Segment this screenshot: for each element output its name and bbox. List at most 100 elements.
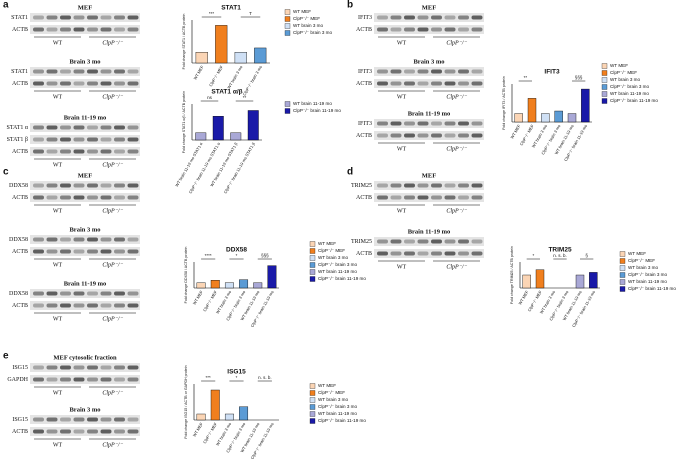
blot-band [127, 429, 139, 434]
blot-row-label: ACTB [356, 27, 372, 33]
blot-band [60, 291, 71, 296]
blot-band [444, 239, 456, 244]
blot-band [390, 195, 402, 200]
group-label: WT [53, 316, 63, 322]
blot-band [87, 377, 98, 382]
significance-label: * [532, 253, 534, 258]
blot-band [33, 149, 44, 154]
bar [527, 98, 537, 123]
significance-label: § [585, 253, 588, 258]
blot-band [60, 183, 71, 188]
blot-row-label: IFIT3 [358, 121, 372, 127]
blot-band [46, 125, 58, 130]
chart-title: DDX58 [226, 247, 247, 254]
legend-label: ClpP⁻/⁻ brain 11-19 mo [318, 418, 366, 423]
y-axis-label: Fold change ISG15 / ACTB or GAPDH protei… [184, 365, 188, 438]
legend-swatch [619, 265, 626, 271]
significance-label: ** [243, 95, 247, 100]
blot-band [100, 377, 112, 382]
blot-band [33, 365, 44, 370]
blot-row-label: ACTB [356, 133, 372, 139]
significance-label: * [236, 375, 238, 380]
blot-band [377, 133, 388, 138]
blot-row-label: ACTB [12, 27, 28, 33]
group-label: ClpP⁻/⁻ [102, 262, 123, 268]
blot-band [377, 81, 388, 86]
blot-band [127, 291, 139, 296]
blot-band [417, 239, 429, 244]
blot-band [46, 249, 58, 254]
blot-band [417, 121, 429, 126]
significance-label: §§§ [261, 253, 269, 258]
blot-title: Brain 11-19 mo [64, 280, 107, 287]
blot-strip [30, 363, 140, 372]
blot-band [404, 195, 415, 200]
legend-label: ClpP⁻/⁻ brain 3 mo [318, 404, 358, 409]
blot-band [114, 249, 125, 254]
x-tick-label: ClpP⁻/⁻ MEF [208, 64, 224, 87]
legend-swatch [309, 276, 316, 282]
blot-band [127, 15, 139, 20]
blot-band [87, 15, 98, 20]
blot-band [100, 27, 112, 32]
blot-band [127, 69, 139, 74]
blot-band [33, 81, 44, 86]
blot-band [60, 137, 71, 142]
blot-band [87, 69, 98, 74]
blot-band [458, 183, 469, 188]
blot-band [100, 365, 112, 370]
bar [254, 47, 267, 64]
legend-label: WT brain 3 mo [318, 255, 348, 260]
blot-band [127, 183, 139, 188]
panel-letter: a [3, 0, 9, 11]
blot-band [390, 69, 402, 74]
legend-swatch [309, 390, 316, 396]
blot-strip [30, 13, 140, 22]
blot-strip [30, 25, 140, 34]
blot-band [100, 15, 112, 20]
legend-swatch [601, 91, 608, 97]
legend-label: ClpP⁻/⁻ MEF [610, 70, 637, 75]
chart-title: STAT1 [221, 5, 241, 12]
blot-band [33, 125, 44, 130]
blot-band [431, 195, 442, 200]
blot-band [60, 417, 71, 422]
blot-band [431, 251, 442, 256]
blot-band [114, 417, 125, 422]
blot-row-label: ACTB [356, 81, 372, 87]
blot-strip [30, 147, 140, 156]
legend-label: ClpP⁻/⁻ brain 3 mo [610, 84, 650, 89]
x-tick-label: ClpP⁻/⁻ brain 3 mo [242, 64, 264, 97]
legend-swatch [619, 251, 626, 257]
blot-strip [30, 235, 140, 244]
blot-band [404, 81, 415, 86]
x-tick-label: ClpP⁻/⁻ brain 11-19 mo STAT1 β [223, 141, 257, 194]
blot-band [73, 183, 85, 188]
blot-band [444, 121, 456, 126]
blot-band [46, 417, 58, 422]
blot-row-label: TRIM25 [351, 239, 372, 245]
blot-band [87, 429, 98, 434]
blot-band [458, 251, 469, 256]
legend-swatch [601, 84, 608, 90]
blot-band [33, 15, 44, 20]
blot-band [114, 303, 125, 308]
y-axis-label: Fold change IFIT3 / ACTB protein [502, 76, 506, 130]
blot-band [471, 251, 483, 256]
blot-row-label: STAT1 [11, 15, 28, 21]
blot-band [87, 183, 98, 188]
blot-strip [30, 135, 140, 144]
blot-band [87, 249, 98, 254]
group-label: ClpP⁻/⁻ [446, 208, 467, 214]
legend-swatch [309, 397, 316, 403]
x-tick-label: WT MEF [192, 289, 204, 306]
blot-band [377, 183, 388, 188]
blot-band [100, 183, 112, 188]
group-label: WT [53, 208, 63, 214]
blot-band [46, 195, 58, 200]
blot-strip [374, 237, 484, 246]
group-label: ClpP⁻/⁻ [102, 442, 123, 448]
blot-band [471, 15, 483, 20]
group-label: WT [53, 162, 63, 168]
blot-band [33, 417, 44, 422]
